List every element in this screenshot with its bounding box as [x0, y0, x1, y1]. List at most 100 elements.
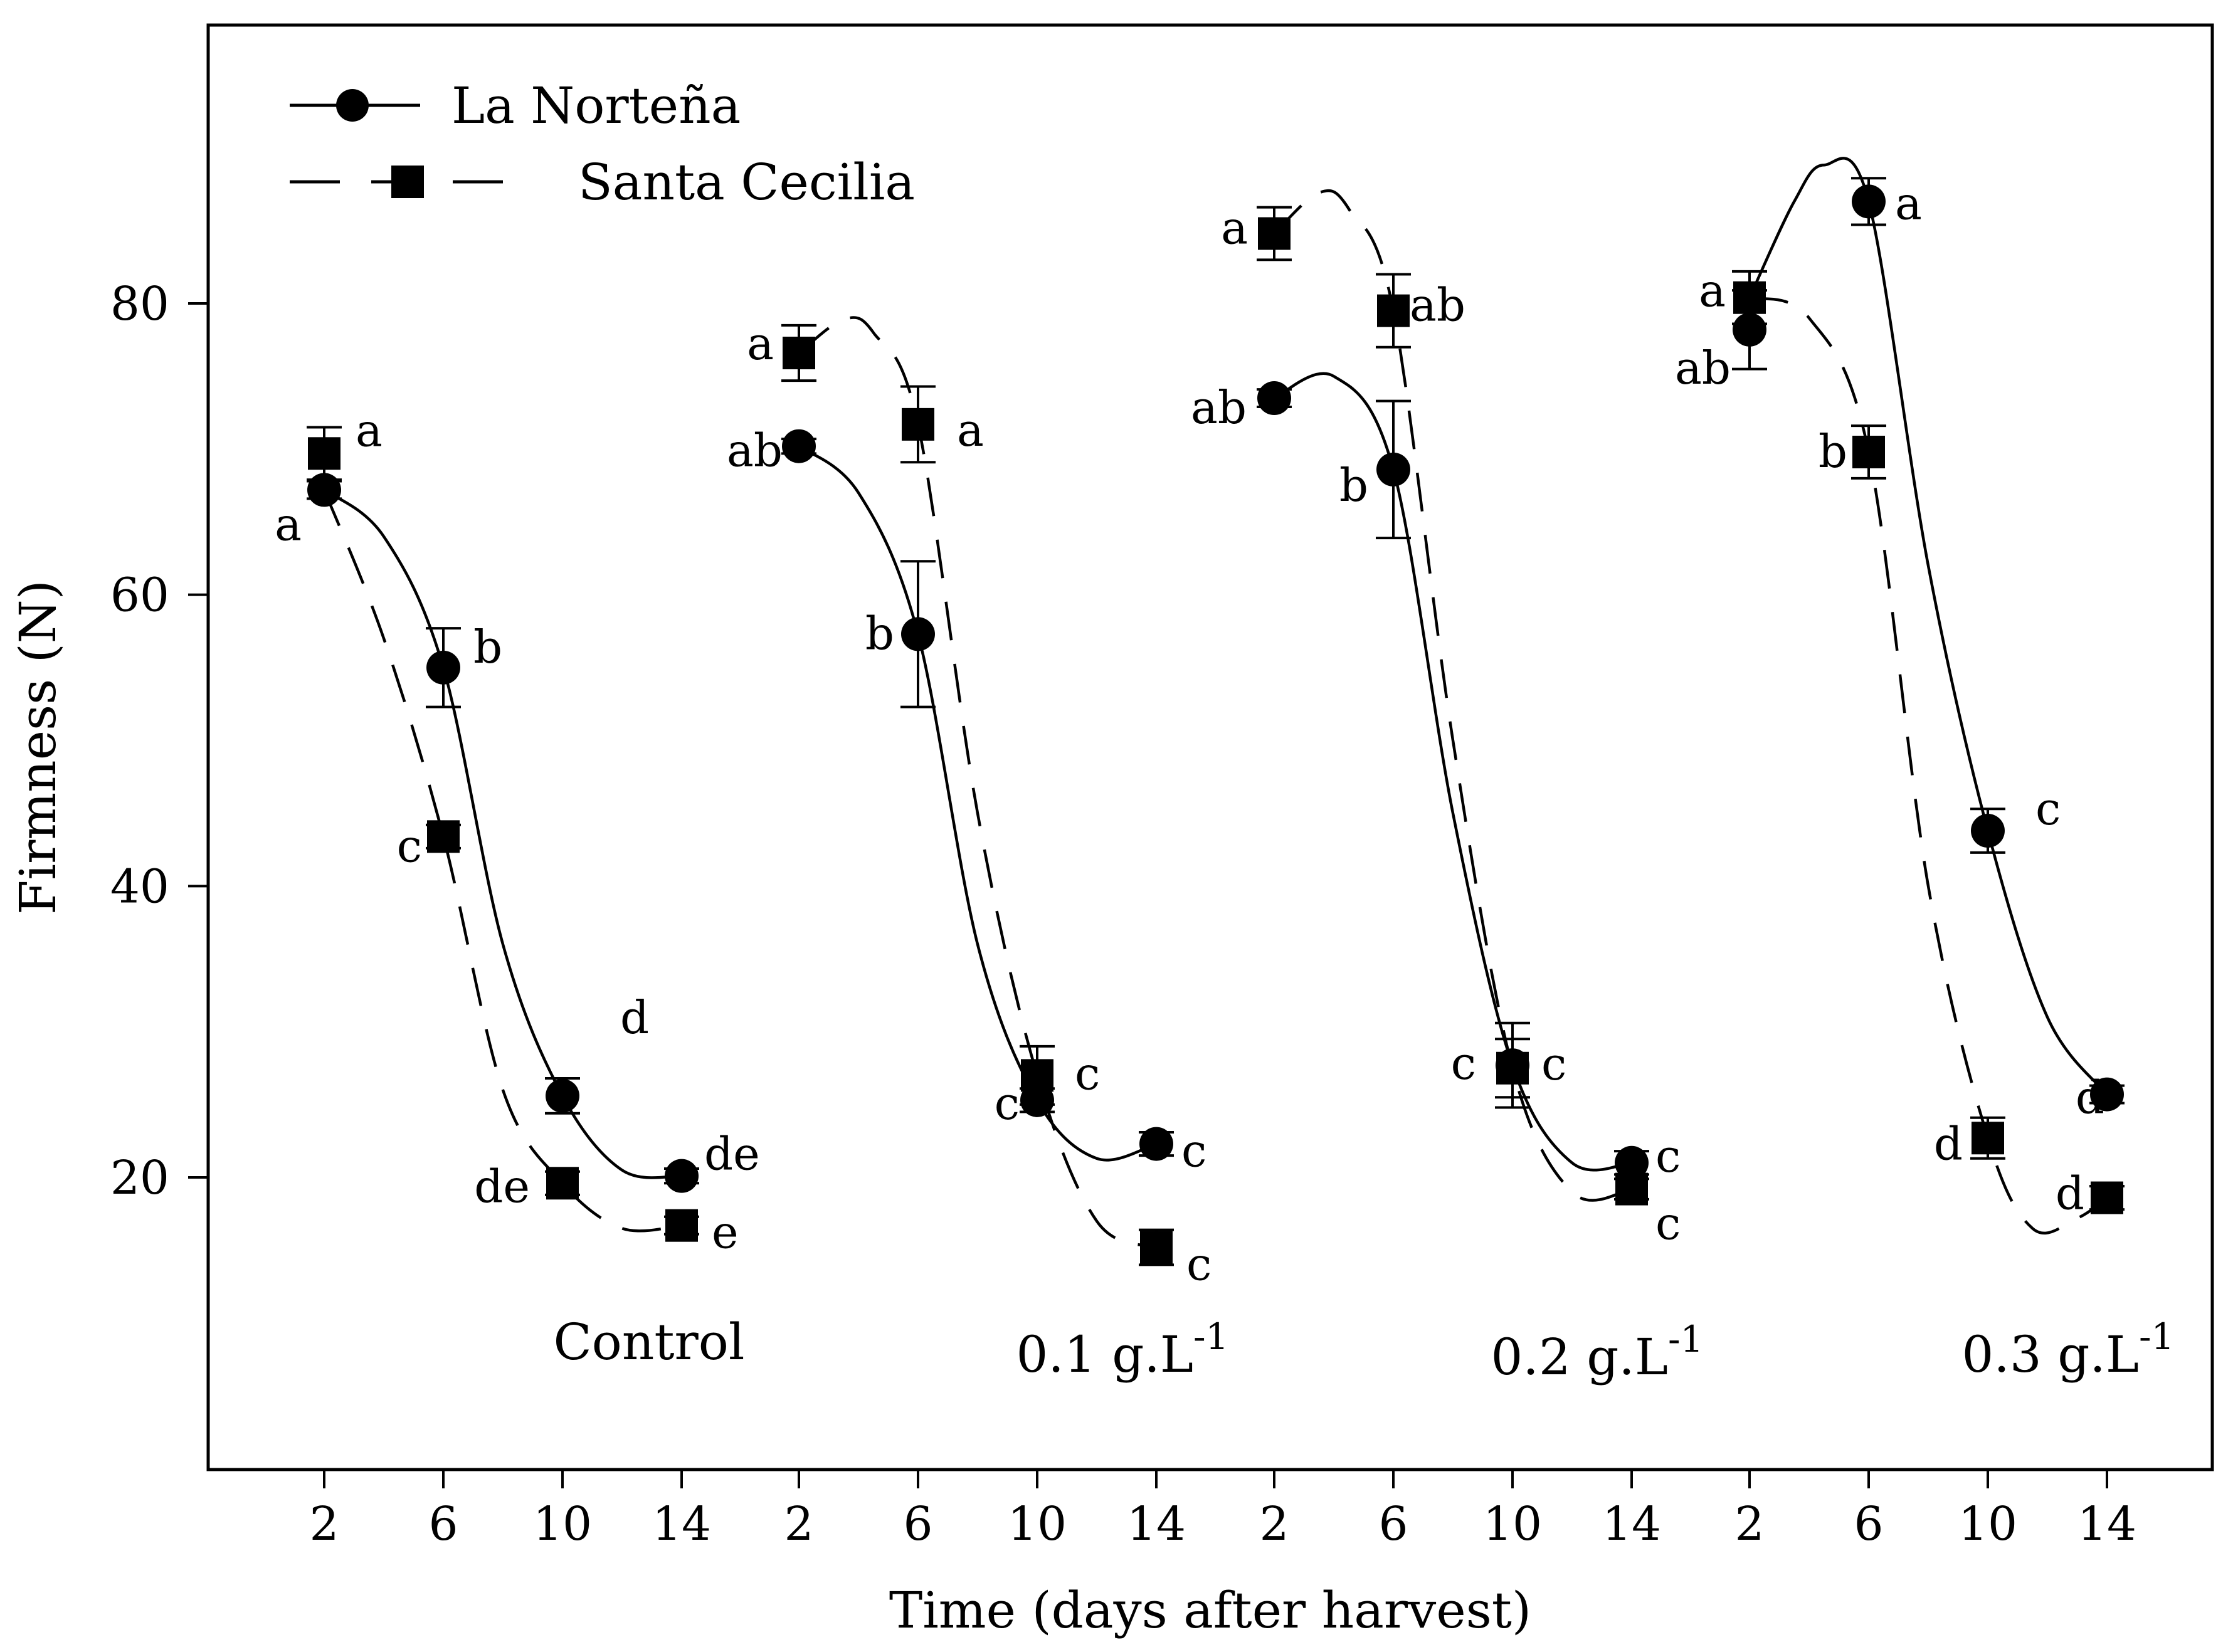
point-la-nortena	[1733, 312, 1766, 347]
significance-letter-santa-cecilia: b	[1819, 425, 1847, 478]
significance-letter-la-nortena: b	[1339, 459, 1368, 512]
x-tick-label: 2	[1734, 1497, 1764, 1551]
curve-la-nortena-0-3-g-l-1	[1748, 157, 2108, 1095]
point-la-nortena	[426, 650, 460, 685]
significance-letter-la-nortena: c	[1181, 1125, 1206, 1177]
point-santa-cecilia	[665, 1209, 698, 1242]
significance-letter-la-nortena: a	[275, 498, 302, 550]
point-santa-cecilia	[1615, 1172, 1648, 1206]
point-la-nortena	[546, 1078, 579, 1113]
significance-letter-la-nortena: c	[995, 1077, 1020, 1130]
curve-santa-cecilia-0-2-g-l-1	[1273, 189, 1632, 1202]
y-tick-label: 20	[110, 1151, 169, 1205]
x-tick-label: 2	[309, 1497, 339, 1551]
significance-letter-santa-cecilia: a	[356, 404, 383, 456]
group-labels: Control 0.1 g.L-1 0.2 g.L-1 0.3 g.L-1	[553, 1313, 2174, 1386]
group-label-0-3-g-l-1: 0.3 g.L-1	[1962, 1315, 2175, 1384]
point-santa-cecilia	[1852, 435, 1885, 468]
fitted-curves	[322, 157, 2108, 1249]
point-la-nortena	[1615, 1145, 1649, 1180]
x-tick-label: 14	[1602, 1497, 1661, 1551]
significance-letter-la-nortena: c	[1451, 1037, 1476, 1090]
point-santa-cecilia	[1496, 1051, 1529, 1085]
x-tick-label: 2	[784, 1497, 813, 1551]
point-la-nortena	[1257, 381, 1291, 416]
point-santa-cecilia	[1258, 217, 1291, 250]
point-la-nortena	[782, 429, 816, 463]
point-santa-cecilia	[1972, 1122, 2004, 1155]
point-santa-cecilia	[1377, 294, 1410, 327]
legend-marker-santa-cecilia	[391, 166, 424, 198]
curve-la-nortena-control	[323, 488, 682, 1179]
significance-letter-santa-cecilia: a	[1699, 265, 1726, 317]
legend-marker-la-nortena	[336, 89, 369, 122]
group-label-0-1-g-l-1: 0.1 g.L-1	[1016, 1315, 1229, 1384]
data-points	[307, 177, 2125, 1266]
legend-label-santa-cecilia: Santa Cecilia	[578, 153, 915, 211]
significance-letter-la-nortena: ab	[727, 424, 783, 477]
x-tick-label: 10	[533, 1497, 592, 1551]
x-tick-label: 2	[1259, 1497, 1289, 1551]
point-santa-cecilia	[308, 437, 340, 470]
significance-letter-la-nortena: b	[473, 621, 502, 673]
significance-letter-santa-cecilia: c	[1541, 1038, 1566, 1090]
significance-letter-santa-cecilia: c	[397, 819, 422, 872]
y-tick-label: 60	[110, 569, 169, 623]
y-axis-title: Firmness (N)	[9, 580, 67, 915]
x-tick-label: 14	[652, 1497, 711, 1551]
significance-letter-santa-cecilia: c	[1075, 1047, 1100, 1100]
point-la-nortena	[665, 1159, 699, 1193]
x-tick-label: 6	[1854, 1497, 1883, 1551]
group-label-control: Control	[553, 1313, 744, 1371]
significance-letter-la-nortena: ab	[1675, 342, 1731, 394]
x-axis-title: Time (days after harvest)	[889, 1581, 1531, 1639]
x-tick-label: 6	[428, 1497, 458, 1551]
significance-letter-la-nortena: b	[865, 607, 894, 660]
curve-santa-cecilia-0-3-g-l-1	[1749, 296, 2108, 1234]
significance-letter-santa-cecilia: a	[747, 317, 774, 370]
group-label-0-2-g-l-1: 0.2 g.L-1	[1491, 1318, 1704, 1386]
x-tick-label: 10	[1008, 1497, 1067, 1551]
significance-letter-santa-cecilia: e	[712, 1206, 739, 1259]
point-santa-cecilia	[546, 1167, 579, 1200]
significance-letter-la-nortena: c	[2035, 782, 2061, 835]
plot-frame	[206, 23, 2214, 1471]
axes: 20 40 60 80 2 6 10 14 2 6 10 14 2 6 10 14 2 6 10 14	[110, 277, 2136, 1551]
curve-santa-cecilia-0-1-g-l-1	[798, 316, 1157, 1249]
significance-letter-santa-cecilia: a	[957, 404, 984, 456]
x-tick-label: 14	[2077, 1497, 2136, 1551]
significance-letter-la-nortena: d	[620, 991, 649, 1044]
point-la-nortena	[2090, 1077, 2124, 1112]
curve-santa-cecilia-control	[322, 489, 682, 1233]
x-tick-label: 6	[903, 1497, 932, 1551]
significance-letter-la-nortena: de	[704, 1128, 760, 1181]
legend-label-la-nortena: La Norteña	[451, 76, 741, 135]
point-santa-cecilia	[1021, 1059, 1053, 1092]
significance-letter-santa-cecilia: ab	[1410, 279, 1465, 332]
significance-letter-santa-cecilia: de	[474, 1160, 530, 1213]
x-tick-label: 14	[1127, 1497, 1186, 1551]
curve-la-nortena-0-1-g-l-1	[798, 445, 1157, 1162]
x-tick-label: 6	[1378, 1497, 1408, 1551]
point-santa-cecilia	[427, 820, 460, 853]
point-santa-cecilia	[902, 408, 934, 441]
y-tick-label: 80	[110, 277, 169, 331]
significance-letter-la-nortena: d	[2076, 1071, 2104, 1124]
point-la-nortena	[1139, 1127, 1173, 1161]
point-la-nortena	[1971, 814, 2005, 848]
significance-letter-santa-cecilia: d	[1934, 1117, 1963, 1170]
significance-letter-la-nortena: a	[1895, 177, 1922, 229]
significance-letter-santa-cecilia: a	[1221, 202, 1248, 255]
significance-letter-santa-cecilia: c	[1655, 1197, 1681, 1250]
point-la-nortena	[307, 473, 341, 507]
x-tick-label: 10	[1958, 1497, 2017, 1551]
point-santa-cecilia	[1733, 281, 1766, 314]
significance-letter-santa-cecilia: d	[2056, 1167, 2084, 1220]
curve-la-nortena-0-2-g-l-1	[1274, 372, 1632, 1172]
point-santa-cecilia	[2091, 1181, 2123, 1214]
point-santa-cecilia	[1140, 1231, 1173, 1264]
significance-letter-la-nortena: c	[1655, 1130, 1681, 1182]
significance-letter-santa-cecilia: c	[1186, 1238, 1212, 1291]
